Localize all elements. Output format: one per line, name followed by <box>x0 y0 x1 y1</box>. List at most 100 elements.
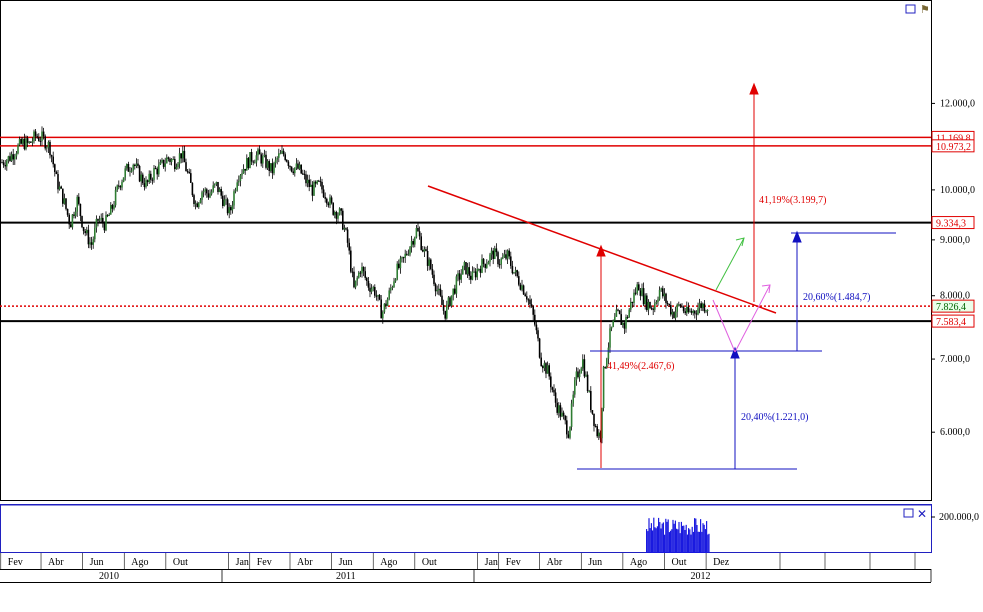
candle-body <box>255 155 258 163</box>
candle <box>474 268 477 281</box>
candle <box>700 301 702 311</box>
candle-body <box>121 181 123 188</box>
candle <box>391 285 394 291</box>
candle-body <box>23 138 26 150</box>
candle <box>562 410 565 420</box>
candle-body <box>68 214 70 225</box>
candle <box>249 151 251 169</box>
maximize-icon[interactable] <box>905 4 916 14</box>
candle <box>292 168 294 176</box>
candle-body <box>4 164 6 167</box>
candle-body <box>246 158 248 171</box>
candle <box>297 159 299 170</box>
candle <box>4 159 6 170</box>
candle <box>90 236 93 250</box>
candle <box>49 139 51 159</box>
candle-body <box>402 257 405 259</box>
candle <box>106 214 109 218</box>
candle <box>170 158 173 166</box>
candle-body <box>375 295 378 297</box>
candle <box>300 164 302 175</box>
volume-bar <box>650 523 652 553</box>
candle-body <box>10 154 13 161</box>
candle <box>548 363 550 380</box>
volume-bar <box>703 524 705 553</box>
volume-bar <box>688 528 690 553</box>
candle <box>337 212 339 223</box>
pin-icon[interactable]: ⚑ <box>920 4 930 16</box>
candle <box>63 193 66 205</box>
candle <box>239 173 242 187</box>
candle <box>508 248 510 260</box>
candle <box>124 165 126 181</box>
candle <box>231 200 234 214</box>
candle-body <box>250 152 253 162</box>
candle-body <box>502 257 504 259</box>
candle <box>380 295 382 319</box>
candle-body <box>39 140 42 142</box>
candle-body <box>150 173 152 180</box>
candle-body <box>334 212 336 215</box>
candle <box>241 169 243 179</box>
candle-body <box>57 174 59 190</box>
candle-body <box>38 137 40 141</box>
candle-body <box>692 310 694 313</box>
candle-body <box>564 415 566 421</box>
candle <box>52 151 54 168</box>
candle-body <box>17 144 19 154</box>
candle <box>617 308 619 312</box>
candle <box>420 232 422 251</box>
candle <box>82 226 85 235</box>
candle-body <box>390 288 392 291</box>
candle <box>50 154 53 163</box>
candle-body <box>486 264 488 268</box>
candle-body <box>350 250 352 272</box>
candle-body <box>156 168 158 175</box>
candle-body <box>679 304 682 307</box>
candle-body <box>423 249 426 252</box>
candle-body <box>362 266 365 272</box>
candle-body <box>113 205 115 209</box>
candle <box>470 271 472 284</box>
candle <box>7 155 10 164</box>
candle <box>278 148 280 163</box>
candle <box>81 215 83 229</box>
candle <box>273 161 275 176</box>
candle-body <box>674 311 677 318</box>
candle-body <box>122 177 125 182</box>
candle <box>289 165 291 171</box>
candle-body <box>271 163 274 174</box>
candle-body <box>218 189 221 193</box>
candle <box>662 285 664 299</box>
candle <box>6 159 8 171</box>
candle-body <box>102 217 104 224</box>
candle <box>87 224 90 249</box>
candle-body <box>110 204 112 215</box>
candle <box>156 166 158 180</box>
candle <box>706 309 709 316</box>
candle-body <box>646 295 648 311</box>
month-label: Abr <box>547 557 563 568</box>
candle <box>430 258 432 271</box>
volume-bar <box>691 526 693 553</box>
maximize-volume-icon[interactable] <box>903 508 914 518</box>
candle <box>599 430 602 443</box>
candle-body <box>153 168 155 180</box>
candle-body <box>593 413 595 426</box>
candle-body <box>470 275 472 280</box>
candle-body <box>273 162 275 174</box>
candle-body <box>236 182 238 191</box>
candle-body <box>404 253 406 258</box>
candle <box>41 126 43 146</box>
candle-body <box>118 185 120 187</box>
candle <box>553 384 555 397</box>
candle <box>644 293 646 310</box>
candle <box>604 366 606 369</box>
candle <box>583 354 586 379</box>
close-icon[interactable]: ✕ <box>917 507 927 521</box>
candle-body <box>196 203 198 208</box>
candle-body <box>170 159 173 162</box>
candle <box>57 170 59 194</box>
candle <box>286 159 288 163</box>
candle <box>679 303 682 308</box>
